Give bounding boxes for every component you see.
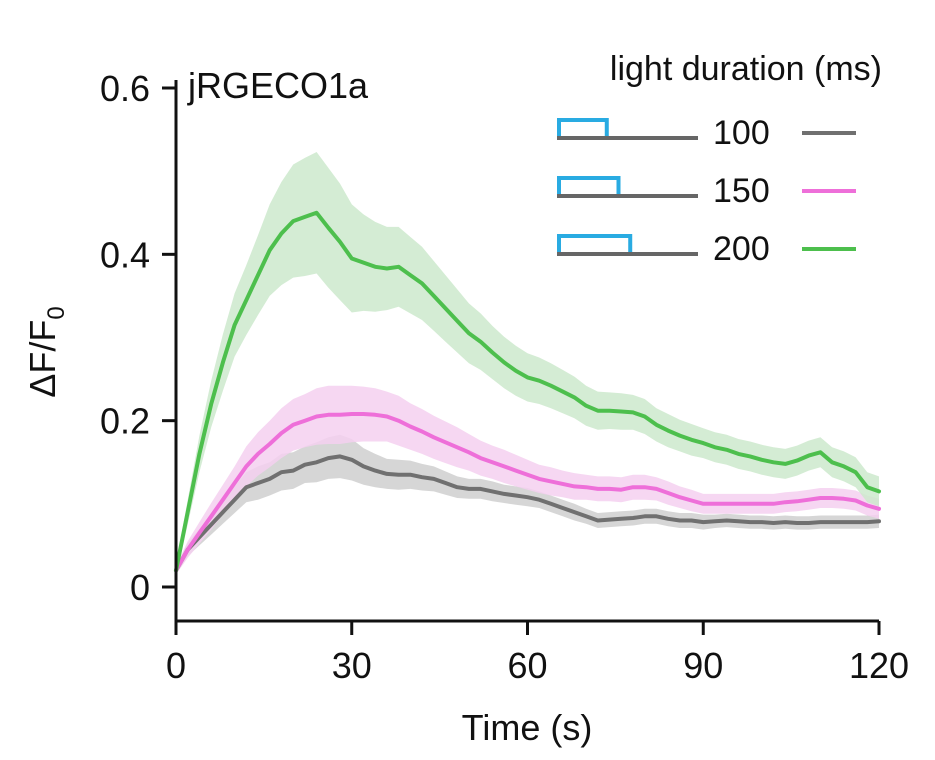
x-axis-title: Time (s) <box>462 707 593 748</box>
x-tick-label: 120 <box>849 645 909 686</box>
x-tick-label: 90 <box>683 645 723 686</box>
legend-label-200: 200 <box>713 230 770 268</box>
legend-row-200: 200 <box>557 230 856 268</box>
y-axis-title: ΔF/F0 <box>22 306 70 397</box>
y-axis-title-subscript: 0 <box>43 306 70 319</box>
legend-title: light duration (ms) <box>610 50 882 88</box>
legend-row-150: 150 <box>557 172 856 210</box>
error-bands <box>176 152 879 577</box>
panel-title: jRGECO1a <box>187 65 369 106</box>
legend-label-150: 150 <box>713 172 770 210</box>
x-tick-label: 0 <box>166 645 186 686</box>
series-line-200 <box>174 210 881 573</box>
y-tick-label: 0.6 <box>100 68 150 109</box>
y-tick-label: 0.4 <box>100 234 150 275</box>
error-band-100 <box>176 434 879 575</box>
x-ticks: 0 30 60 90 120 <box>166 621 909 686</box>
light-pulse-icon <box>557 118 609 138</box>
error-band-150 <box>176 385 879 575</box>
axes: 0 0.2 0.4 0.6 0 30 60 90 120 <box>100 68 909 686</box>
y-ticks: 0 0.2 0.4 0.6 <box>100 68 176 608</box>
y-tick-label: 0.2 <box>100 401 150 442</box>
series-line-150 <box>174 412 881 573</box>
y-axis-title-main: ΔF/F <box>22 320 63 398</box>
x-tick-label: 60 <box>507 645 547 686</box>
x-tick-label: 30 <box>332 645 372 686</box>
series-lines <box>174 210 881 573</box>
legend-row-100: 100 <box>557 114 856 152</box>
series-line-100 <box>174 454 881 573</box>
legend: light duration (ms) 100 150 200 <box>557 50 882 268</box>
light-pulse-icon <box>557 234 633 254</box>
legend-label-100: 100 <box>713 114 770 152</box>
y-tick-label: 0 <box>130 567 150 608</box>
light-pulse-icon <box>557 176 621 196</box>
